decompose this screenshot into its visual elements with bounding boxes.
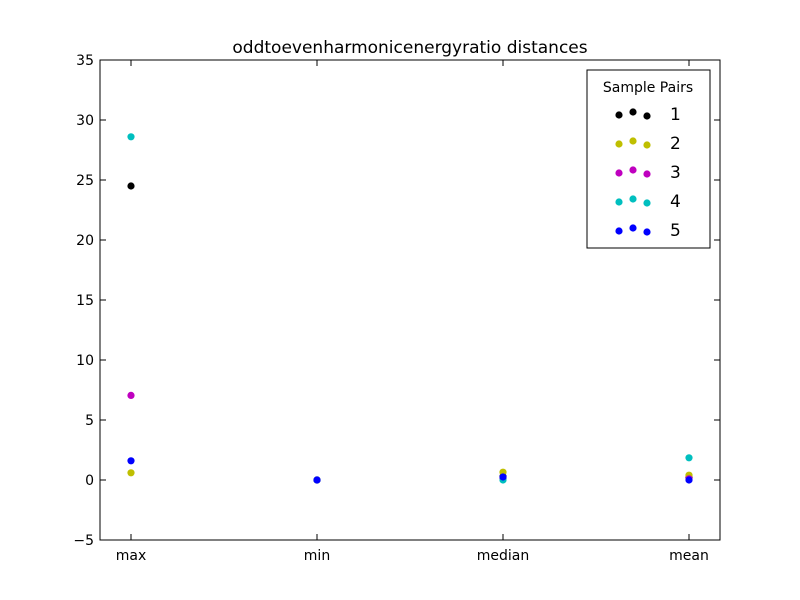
legend-marker-5 xyxy=(615,227,623,235)
legend-label-3: 3 xyxy=(670,163,681,183)
chart-title: oddtoevenharmonicenergyratio distances xyxy=(232,38,587,58)
y-tick-label: 15 xyxy=(76,293,94,309)
y-tick-label: 10 xyxy=(76,353,94,369)
data-point-series-5-min xyxy=(313,476,321,484)
legend-marker-5 xyxy=(643,228,651,236)
data-point-series-2-max xyxy=(127,469,135,477)
legend-marker-1 xyxy=(629,108,637,116)
data-point-series-4-max xyxy=(127,133,135,141)
x-axis: max min median mean xyxy=(116,60,709,564)
data-point-series-4-mean xyxy=(685,454,693,462)
legend-marker-2 xyxy=(643,141,651,149)
x-tick-label: max xyxy=(116,548,147,564)
y-tick-label: 0 xyxy=(85,473,94,489)
legend-marker-4 xyxy=(615,198,623,206)
legend-label-4: 4 xyxy=(670,192,681,212)
y-tick-label: 20 xyxy=(76,233,94,249)
data-points xyxy=(127,133,693,484)
legend-label-1: 1 xyxy=(670,105,681,125)
y-tick-label: 25 xyxy=(76,173,94,189)
legend-marker-1 xyxy=(643,112,651,120)
legend-title: Sample Pairs xyxy=(603,80,693,96)
x-tick-label: min xyxy=(304,548,330,564)
y-tick-label: 5 xyxy=(85,413,94,429)
legend-marker-4 xyxy=(629,195,637,203)
data-point-series-3-max xyxy=(127,391,135,399)
legend-marker-2 xyxy=(629,137,637,145)
legend-marker-2 xyxy=(615,140,623,148)
y-tick-label: 30 xyxy=(76,113,94,129)
legend-marker-3 xyxy=(643,170,651,178)
legend: Sample Pairs 1 2 3 4 5 xyxy=(586,69,711,249)
legend-marker-3 xyxy=(629,166,637,174)
legend-marker-5 xyxy=(629,224,637,232)
legend-label-2: 2 xyxy=(670,134,681,154)
legend-marker-1 xyxy=(615,111,623,119)
x-tick-label: mean xyxy=(669,548,709,564)
legend-marker-4 xyxy=(643,199,651,207)
legend-box xyxy=(586,69,711,249)
data-point-series-5-max xyxy=(127,457,135,465)
y-tick-label: −5 xyxy=(73,533,94,549)
x-tick-label: median xyxy=(477,548,529,564)
y-tick-label: 35 xyxy=(76,53,94,69)
legend-marker-3 xyxy=(615,169,623,177)
legend-label-5: 5 xyxy=(670,221,681,241)
data-point-series-1-max xyxy=(127,182,135,190)
data-point-series-5-mean xyxy=(685,476,693,484)
data-point-series-5-median xyxy=(499,473,507,481)
